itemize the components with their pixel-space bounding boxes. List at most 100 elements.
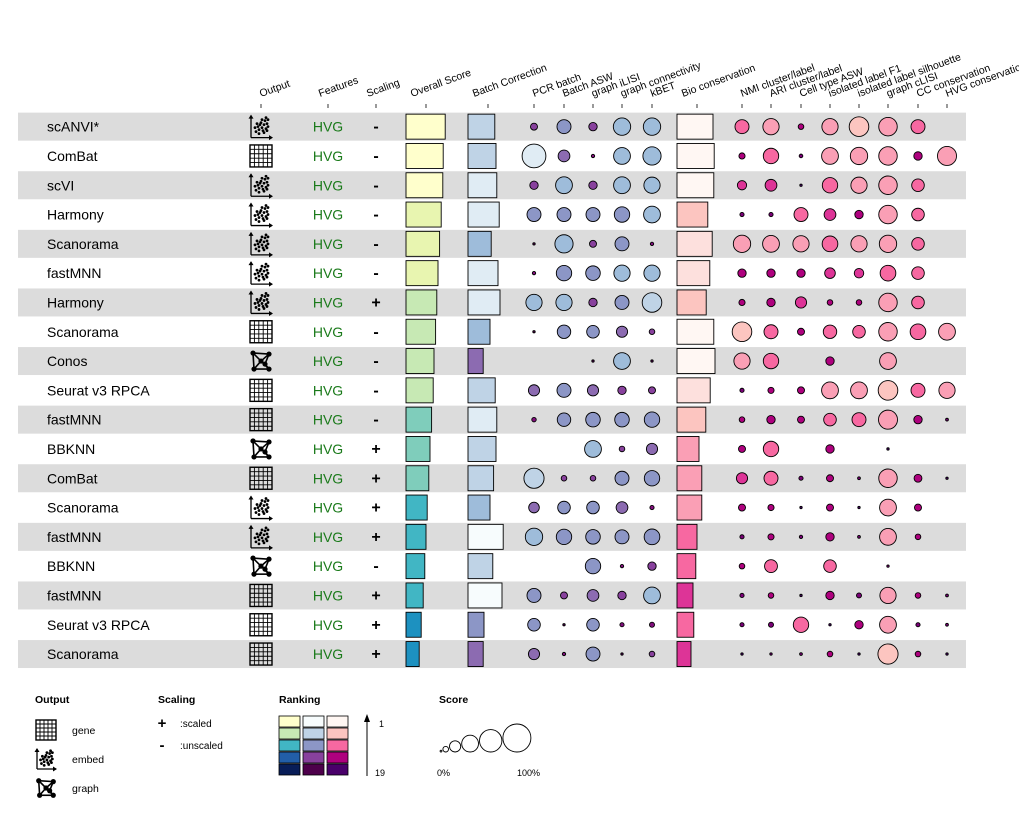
embed-icon [248,495,273,522]
scatter-dot [266,125,270,129]
axis-arrow [248,114,254,119]
scatter-dot [257,509,261,512]
ari-circle [762,118,780,136]
scatter-dot [262,269,266,273]
features-label: HVG [313,558,343,574]
pcr-circle [523,467,545,489]
cc-circle [911,207,925,222]
ilisi-circle [591,359,595,363]
ranking-arrowhead [364,714,370,722]
table-row: BBKNN HVG - [47,553,890,580]
scatter-dot [258,211,262,214]
embed-icon [248,524,273,551]
ari-circle [768,621,774,628]
ilisi-circle [585,265,601,281]
kbet-circle [648,386,656,395]
grid-border [249,407,273,432]
graph-node [258,563,264,569]
table-row: BBKNN HVG + [47,436,890,462]
pcr-circle [526,207,542,223]
gconn-circle [614,295,630,310]
graph-node [258,446,264,452]
scatter-dot [264,174,268,178]
scaling-symbol: - [373,353,378,370]
scatter-dot [265,129,269,133]
ranking-top-label: 1 [379,719,384,729]
scatter-dot [263,207,267,210]
gene-icon [249,642,273,666]
overall-bar [405,582,424,609]
ari-circle [767,504,775,512]
ari-circle [766,297,776,308]
gene-icon [249,144,273,168]
features-label: HVG [313,324,343,340]
basw-circle [562,623,566,627]
batch-bar [467,494,491,521]
scatter-dot [266,213,270,216]
legend-scaling-symbol: + [158,715,167,732]
features-label: HVG [313,236,343,252]
axis-arrow [248,173,254,178]
scatter-dot [260,294,264,297]
graph-icon [250,350,272,372]
clisi-circle [886,447,890,451]
ilisi-circle [588,180,598,190]
graph-node [266,454,272,460]
scatter-dot [263,119,267,123]
bio-bar [676,436,700,462]
scatter-dot [257,186,261,190]
legend-scaling-label: :unscaled [180,741,223,752]
cc-circle [911,237,925,251]
nmi-circle [737,268,747,278]
scatter-dot [254,540,258,544]
casw-circle [793,207,809,223]
scaling-symbol: + [371,646,380,663]
score-max-label: 100% [517,768,540,778]
kbet-circle [649,241,655,246]
scatter-dot [263,265,267,269]
ilisi-circle [586,618,600,632]
cc-circle [913,473,923,483]
batch-bar [467,201,500,228]
ranking-swatch [326,727,349,740]
nmi-circle [735,472,749,485]
ari-circle [767,533,775,541]
scatter-dot [49,749,52,753]
gconn-circle [613,264,631,282]
scaling-symbol: - [373,324,378,341]
ranking-swatch [278,739,301,752]
batch-bar [467,348,484,374]
hvg-circle [938,381,956,399]
clisi-circle [879,527,897,546]
isil-circle [853,267,865,279]
clisi-circle [879,586,897,605]
scatter-dot [266,264,270,268]
ilisi-circle [589,239,597,248]
scatter-dot [266,206,270,209]
features-label: HVG [313,353,343,369]
features-label: HVG [313,529,343,545]
graph-edge [252,440,255,457]
bio-bar [676,289,707,316]
scatter-dot [257,542,261,546]
ranking-swatch [302,715,325,728]
scatter-dot [265,268,269,272]
batch-bar [467,465,495,492]
graph-node [266,556,272,562]
scatter-dot [266,242,270,246]
table-row-background [18,347,966,376]
table-row: Scanorama HVG + [47,641,949,667]
nmi-circle [740,652,744,656]
legend-score-title: Score [439,694,468,706]
basw-circle [557,149,571,163]
kbet-circle [643,528,661,546]
gconn-circle [612,117,632,136]
table-row: Seurat v3 RPCA HVG + [47,611,949,638]
method-name: Harmony [47,294,104,310]
scatter-dot [254,188,258,192]
overall-bar [405,553,426,580]
legend-scaling-title: Scaling [158,694,195,706]
column-header: Output [258,78,292,100]
table-row: Scanorama HVG + [47,494,922,522]
